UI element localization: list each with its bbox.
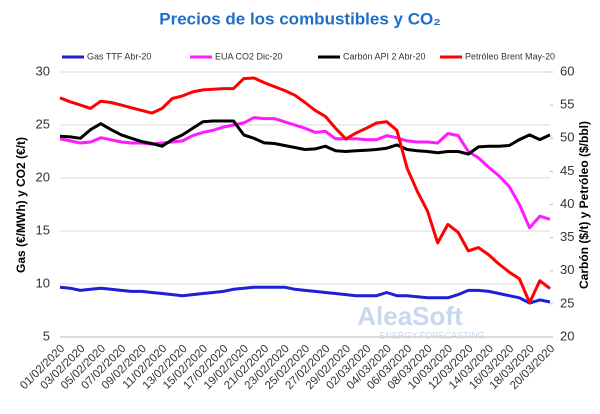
y2-tick-label: 30 xyxy=(560,262,574,277)
y-tick-label: 30 xyxy=(36,63,50,78)
series-line xyxy=(59,76,551,305)
watermark-sub: ENERGY FORECASTING xyxy=(379,330,484,340)
y2-tick-label: 20 xyxy=(560,328,574,343)
y2-tick-label: 60 xyxy=(560,63,574,78)
legend-label: Gas TTF Abr-20 xyxy=(87,51,151,61)
legend-label: EUA CO2 Dic-20 xyxy=(215,51,283,61)
chart-title: Precios de los combustibles y CO₂ xyxy=(159,9,441,28)
y-tick-label: 5 xyxy=(43,328,50,343)
y2-tick-label: 25 xyxy=(560,295,574,310)
series-line xyxy=(59,116,551,230)
series-line xyxy=(59,119,551,156)
y2-tick-label: 40 xyxy=(560,196,574,211)
y-tick-label: 20 xyxy=(36,169,50,184)
watermark: AleaSoft xyxy=(357,301,463,331)
legend-label: Carbón API 2 Abr-20 xyxy=(343,51,426,61)
legend-label: Petróleo Brent May-20 xyxy=(465,51,555,61)
y2-tick-label: 35 xyxy=(560,229,574,244)
y2-tick-label: 55 xyxy=(560,97,574,112)
y-axis-label: Gas (€/MWh) y CO2 (€/t) xyxy=(14,137,28,273)
y-tick-label: 10 xyxy=(36,275,50,290)
y2-axis-label: Carbón ($/t) y Petróleo ($/bbl) xyxy=(577,121,591,289)
y2-tick-label: 50 xyxy=(560,130,574,145)
y2-tick-label: 45 xyxy=(560,163,574,178)
y-tick-label: 15 xyxy=(36,222,50,237)
y-tick-label: 25 xyxy=(36,116,50,131)
series-line xyxy=(59,285,551,305)
